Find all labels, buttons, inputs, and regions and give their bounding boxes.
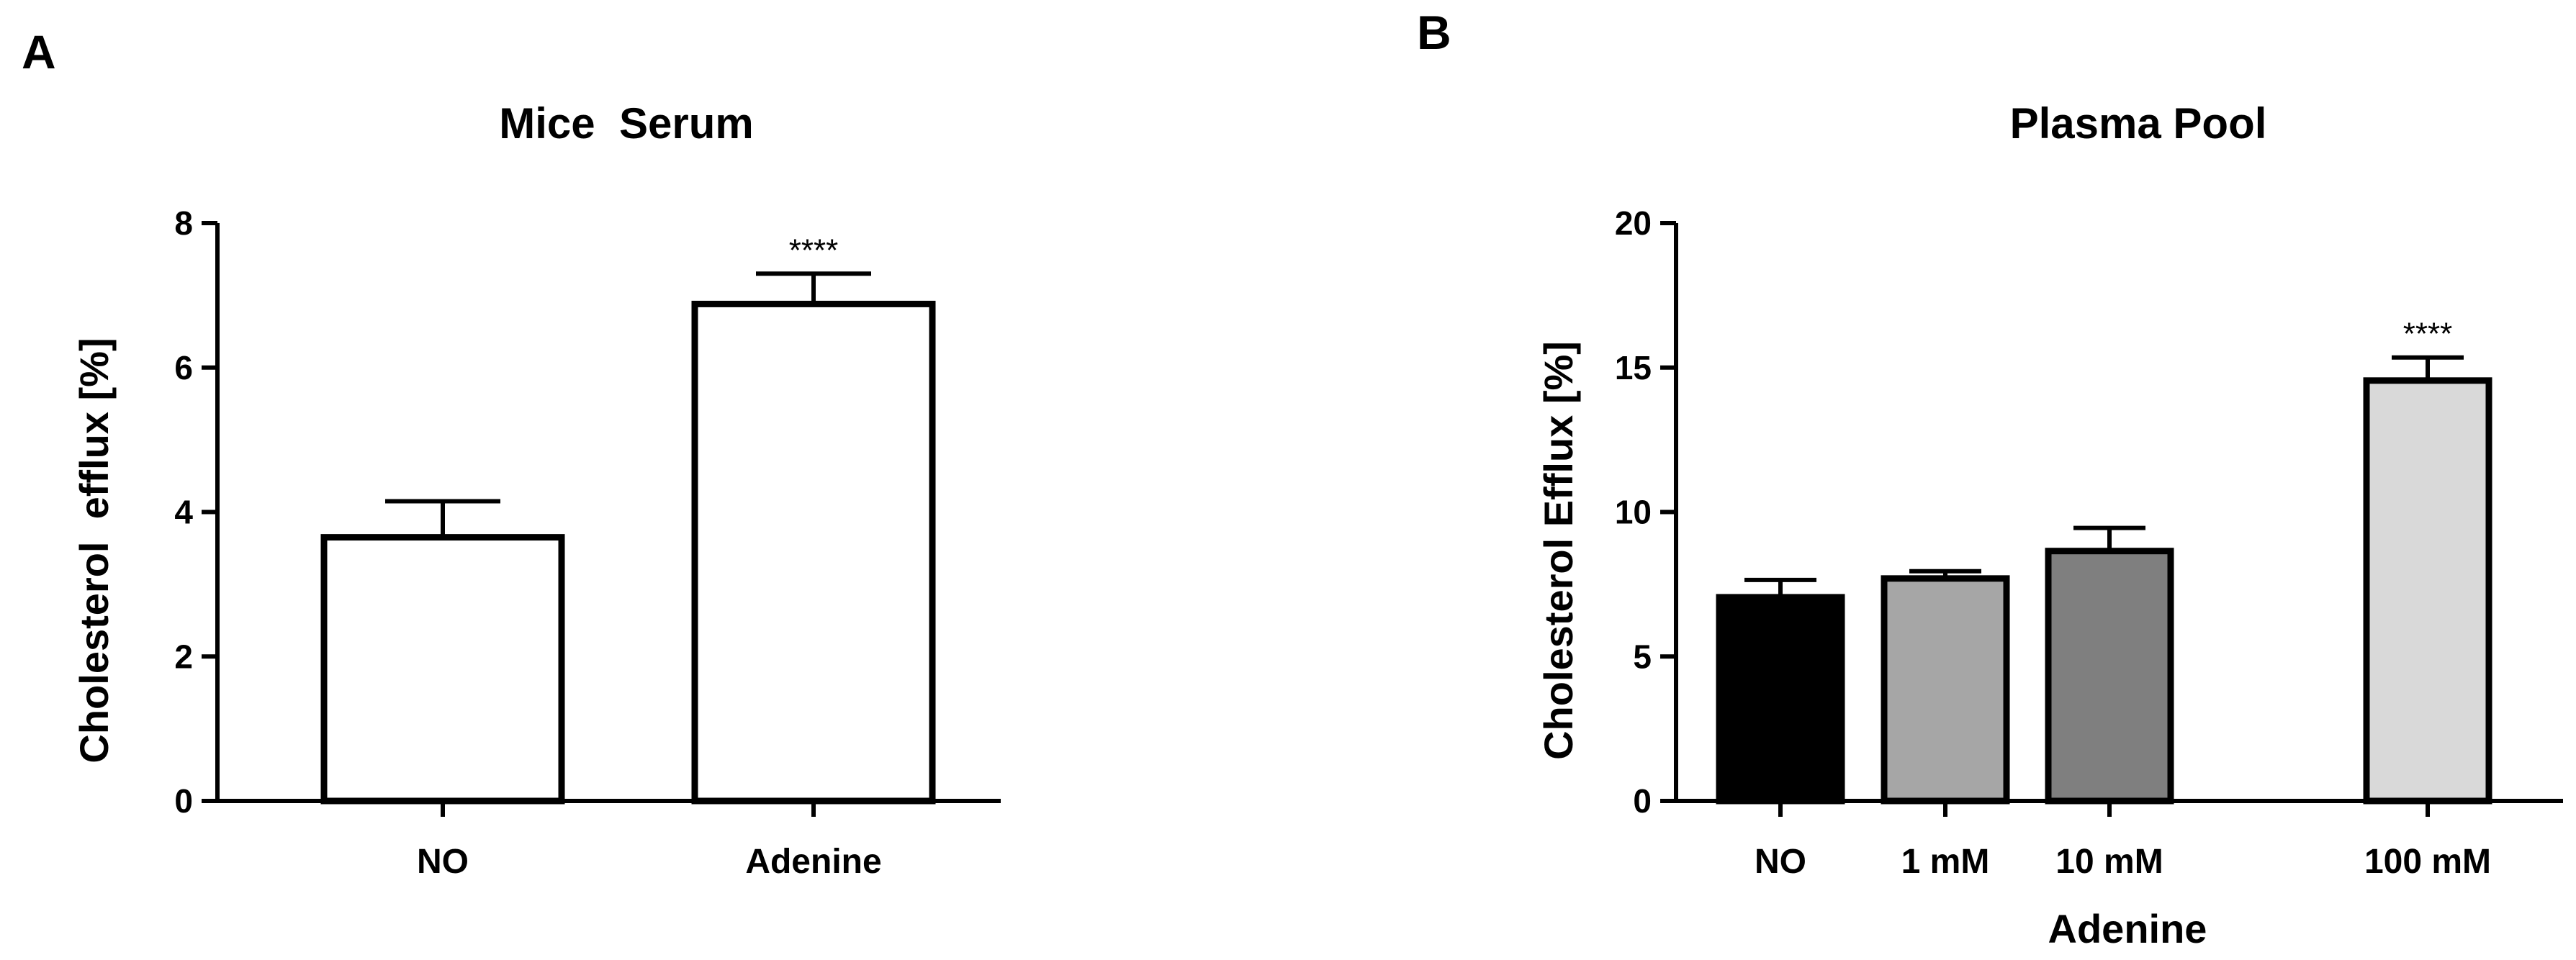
bar xyxy=(691,300,936,805)
y-tick-label: 6 xyxy=(174,349,193,386)
bar xyxy=(2363,377,2492,805)
x-tick-label: Adenine xyxy=(745,843,881,881)
x-tick-label: NO xyxy=(1755,843,1806,881)
y-tick-label: 8 xyxy=(174,204,193,242)
y-axis-label: Cholesterol efflux [%] xyxy=(71,338,117,763)
chart-title: Mice Serum xyxy=(499,99,753,148)
y-tick-label: 15 xyxy=(1615,349,1652,386)
chart-title: Plasma Pool xyxy=(2010,99,2267,148)
y-axis-label: Cholesterol Efflux [%] xyxy=(1536,341,1581,760)
panel-letter-b: B xyxy=(1417,6,1451,59)
y-tick-label: 0 xyxy=(174,782,193,820)
x-tick-label: 100 mM xyxy=(2364,843,2491,881)
significance-label: **** xyxy=(2403,317,2453,352)
bar xyxy=(1716,594,1845,805)
bar xyxy=(2045,548,2174,805)
y-tick-label: 2 xyxy=(174,638,193,675)
panel-letter-a: A xyxy=(22,25,56,78)
bars: **** xyxy=(320,232,936,805)
bar xyxy=(320,534,565,805)
y-tick-label: 20 xyxy=(1615,204,1652,242)
x-tick-label: NO xyxy=(417,843,469,881)
y-tick-label: 0 xyxy=(1633,782,1652,820)
x-axis-label: Adenine xyxy=(2048,906,2207,951)
significance-label: **** xyxy=(789,232,839,268)
y-tick-label: 5 xyxy=(1633,638,1652,675)
chart-plasma-pool: Plasma Pool Cholesterol Efflux [%] Adeni… xyxy=(1536,99,2563,951)
y-tick-label: 10 xyxy=(1615,494,1652,531)
bars: **** xyxy=(1716,317,2492,805)
x-tick-label: 1 mM xyxy=(1901,843,1990,881)
y-tick-label: 4 xyxy=(174,494,193,531)
bar xyxy=(1881,575,2010,805)
x-tick-label: 10 mM xyxy=(2055,843,2163,881)
chart-mice-serum: Mice Serum Cholesterol efflux [%] 0 2 4 6 8 N… xyxy=(71,99,1001,881)
